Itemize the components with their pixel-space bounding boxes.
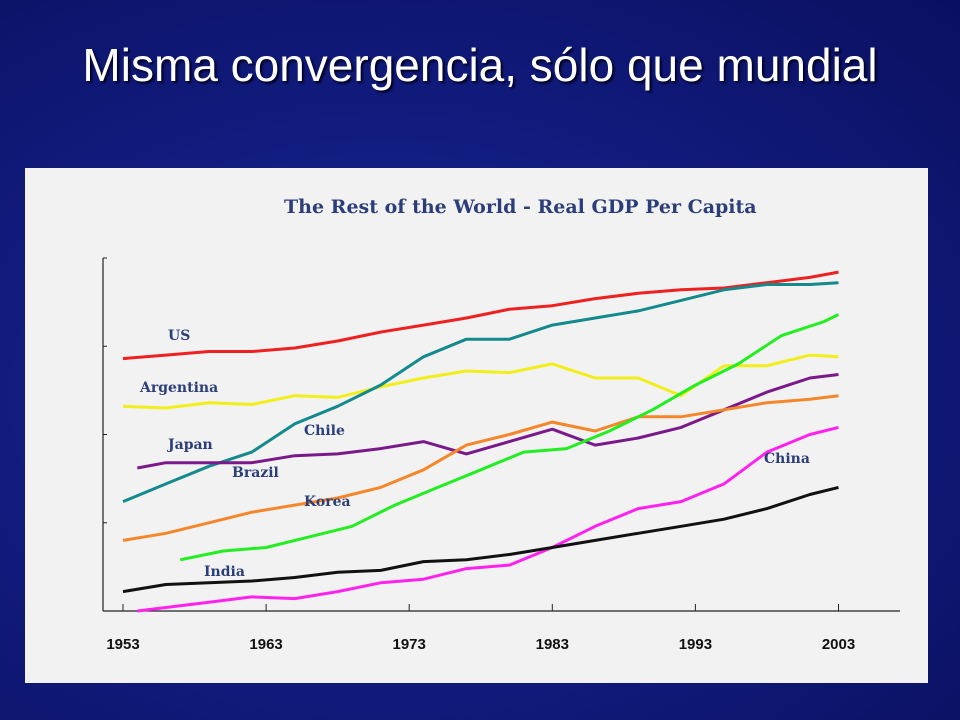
chart-axes: 1953 1963 1973 1983 1993 2003 — [102, 257, 900, 653]
x-tick-label: 2003 — [822, 636, 855, 653]
series-line-argentina — [122, 353, 839, 410]
series-label-us: US — [168, 328, 190, 344]
series-line-japan — [137, 373, 839, 470]
series-line-brazil — [122, 394, 839, 542]
x-tick-label: 1973 — [393, 636, 426, 653]
series-label-argentina: Argentina — [139, 380, 218, 396]
series-line-china — [137, 425, 839, 613]
series-line-chile — [122, 281, 839, 503]
chart-title: The Rest of the World - Real GDP Per Cap… — [284, 196, 757, 218]
chart-panel: The Rest of the World - Real GDP Per Cap… — [25, 168, 928, 683]
series-label-brazil: Brazil — [232, 465, 279, 481]
series-label-india: India — [204, 564, 245, 580]
x-tick-label: 1963 — [249, 636, 282, 653]
series-label-china: China — [764, 451, 810, 467]
chart-series-labels: US Argentina Chile Japan Brazil Korea China Ind… — [139, 328, 810, 580]
x-tick-label: 1983 — [536, 636, 569, 653]
gdp-line-chart: The Rest of the World - Real GDP Per Cap… — [102, 196, 900, 653]
series-line-us — [122, 270, 839, 361]
series-label-chile: Chile — [304, 423, 345, 439]
x-tick-label: 1993 — [679, 636, 712, 653]
series-label-japan: Japan — [166, 437, 213, 453]
x-tick-label: 1953 — [106, 636, 139, 653]
series-line-india — [122, 485, 839, 594]
chart-series-lines — [122, 270, 840, 613]
series-line-korea — [179, 313, 840, 562]
series-label-korea: Korea — [304, 494, 351, 510]
slide-title: Misma convergencia, sólo que mundial — [82, 39, 878, 91]
